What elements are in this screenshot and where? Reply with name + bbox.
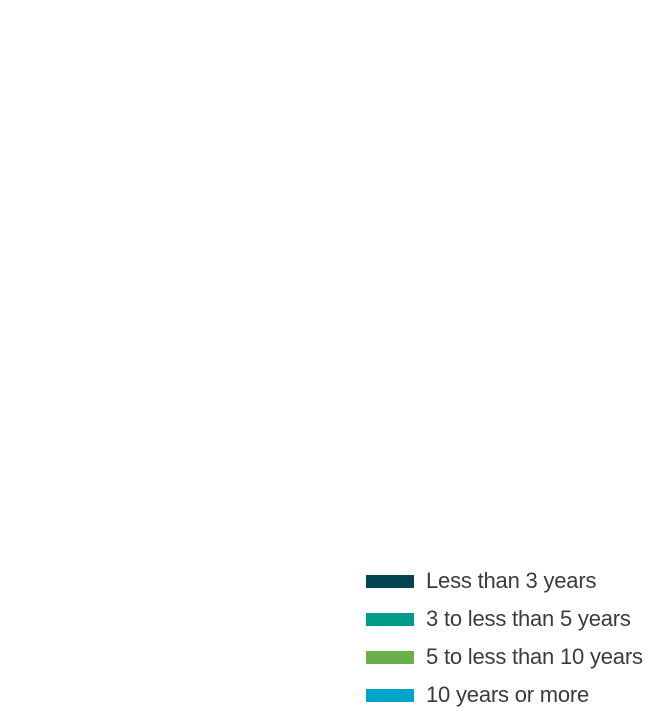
legend-item-5-to-10-years: 5 to less than 10 years <box>366 638 670 676</box>
legend-item-less-than-3-years: Less than 3 years <box>366 562 670 600</box>
chart-legend: Less than 3 years 3 to less than 5 years… <box>366 562 670 714</box>
chart-plot-area <box>0 0 670 550</box>
legend-item-10-years-or-more: 10 years or more <box>366 676 670 714</box>
legend-swatch-less-than-3-years <box>366 574 414 588</box>
legend-swatch-5-to-10-years <box>366 650 414 664</box>
legend-label-5-to-10-years: 5 to less than 10 years <box>426 644 643 669</box>
legend-swatch-3-to-5-years <box>366 612 414 626</box>
legend-item-3-to-5-years: 3 to less than 5 years <box>366 600 670 638</box>
legend-label-10-years-or-more: 10 years or more <box>426 682 590 707</box>
legend-label-less-than-3-years: Less than 3 years <box>426 568 597 593</box>
legend-swatch-10-years-or-more <box>366 688 414 702</box>
legend-label-3-to-5-years: 3 to less than 5 years <box>426 606 631 631</box>
